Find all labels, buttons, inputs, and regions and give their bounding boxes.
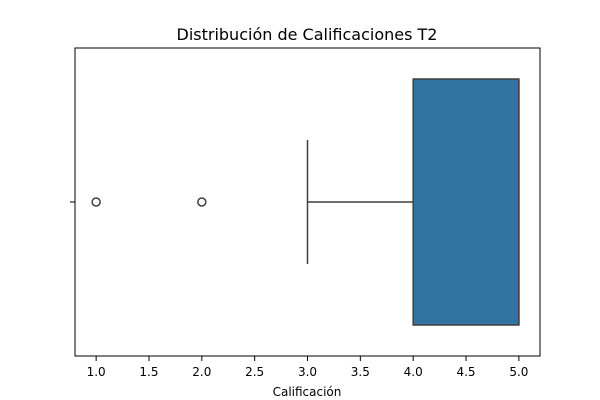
x-tick-label: 2.5 xyxy=(245,365,264,379)
box-plot xyxy=(91,78,520,326)
x-axis-ticks: 1.0 1.5 2.0 2.5 3.0 3.5 4.0 4.5 5.0 xyxy=(87,356,528,379)
outlier-point xyxy=(197,197,207,207)
x-tick-label: 4.5 xyxy=(456,365,475,379)
outlier-point xyxy=(91,197,101,207)
x-tick-label: 5.0 xyxy=(509,365,528,379)
x-tick-label: 2.0 xyxy=(192,365,211,379)
x-tick-label: 3.5 xyxy=(351,365,370,379)
x-tick-label: 3.0 xyxy=(298,365,317,379)
x-tick-label: 1.0 xyxy=(87,365,106,379)
x-tick-label: 1.5 xyxy=(139,365,158,379)
interquartile-box xyxy=(412,78,520,326)
x-tick-label: 4.0 xyxy=(404,365,423,379)
x-axis-label: Calificación xyxy=(273,385,342,399)
chart-title: Distribución de Calificaciones T2 xyxy=(177,25,438,44)
